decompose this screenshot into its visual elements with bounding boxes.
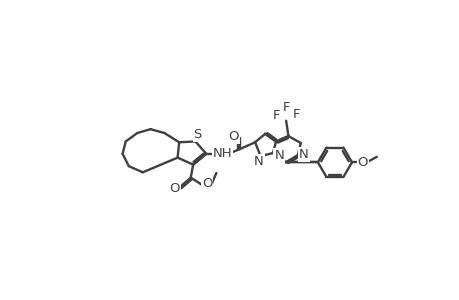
Text: N: N (298, 148, 308, 161)
Text: NH: NH (213, 147, 232, 160)
Text: O: O (357, 156, 367, 169)
Text: F: F (273, 109, 280, 122)
Text: N: N (274, 149, 283, 162)
Text: O: O (202, 177, 212, 190)
Text: O: O (169, 182, 179, 195)
Text: N: N (253, 155, 263, 168)
Text: F: F (292, 108, 299, 121)
Text: F: F (282, 101, 289, 114)
Text: S: S (193, 128, 202, 141)
Text: O: O (228, 130, 238, 142)
